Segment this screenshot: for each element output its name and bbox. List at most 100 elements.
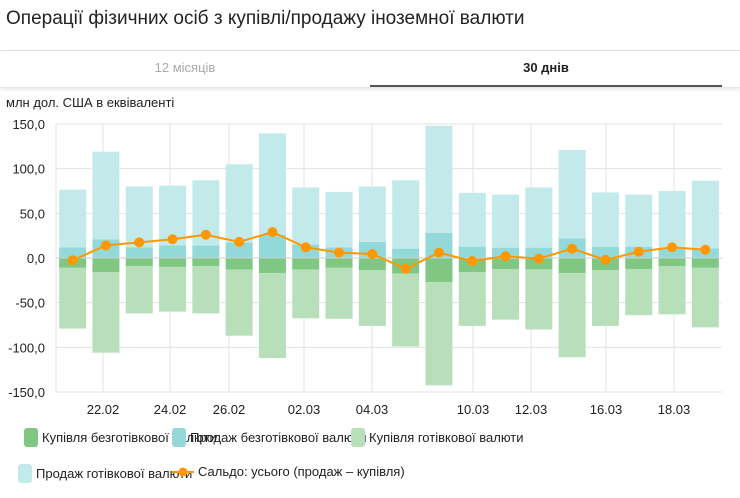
bar-purchase-cashless (159, 258, 187, 267)
tab-30-days[interactable]: 30 днів (370, 51, 722, 87)
bar-purchase-cash (492, 268, 520, 320)
bar-sale-cash (59, 189, 87, 248)
bar-purchase-cash (425, 282, 453, 386)
bar-sale-cash (492, 194, 520, 248)
bar-sale-cashless (658, 248, 686, 258)
bar-purchase-cash (225, 269, 253, 336)
bar-purchase-cashless (658, 258, 686, 267)
y-tick-label: -50,0 (15, 296, 45, 311)
bar-purchase-cash (125, 266, 153, 314)
y-tick-label: -100,0 (8, 340, 45, 355)
legend-label: Продаж готівкової валюти (36, 466, 193, 481)
bar-purchase-cashless (558, 258, 586, 274)
saldo-point (400, 263, 411, 274)
bar-purchase-cashless (625, 258, 653, 269)
x-tick-label: 18.03 (658, 402, 691, 417)
legend-item-sale-cashless[interactable]: Продаж безготівкової валюти (172, 428, 367, 447)
saldo-point (433, 247, 444, 258)
bar-purchase-cash (325, 267, 353, 319)
bar-sale-cash (125, 186, 153, 248)
bar-purchase-cash (525, 269, 553, 330)
bar-purchase-cashless (691, 258, 719, 268)
saldo-point (633, 246, 644, 257)
bar-sale-cash (425, 125, 453, 233)
page-title: Операції фізичних осіб з купівлі/продажу… (6, 8, 525, 29)
legend-item-purchase-cash[interactable]: Купівля готівкової валюти (351, 428, 524, 447)
bar-sale-cashless (225, 242, 253, 258)
x-tick-label: 04.03 (356, 402, 389, 417)
legend-label: Купівля готівкової валюти (369, 430, 524, 445)
bar-sale-cash (625, 194, 653, 247)
bar-sale-cashless (125, 247, 153, 258)
y-tick-label: 50,0 (20, 206, 45, 221)
bar-purchase-cashless (225, 258, 253, 270)
bar-sale-cash (658, 191, 686, 249)
bar-sale-cashless (159, 245, 187, 258)
legend-item-sale-cash[interactable]: Продаж готівкової валюти (18, 464, 192, 483)
x-tick-label: 10.03 (457, 402, 490, 417)
bar-sale-cash (558, 149, 586, 239)
saldo-point (200, 229, 211, 240)
bar-purchase-cash (92, 272, 120, 353)
bar-purchase-cash (691, 267, 719, 328)
legend-swatch (351, 428, 365, 447)
legend-swatch (172, 428, 186, 447)
saldo-point (67, 255, 78, 266)
saldo-point (567, 243, 578, 254)
legend-label: Сальдо: усього (продаж – купівля) (198, 464, 405, 479)
bar-purchase-cashless (358, 258, 386, 271)
y-axis-label: млн дол. США в еквіваленті (6, 95, 175, 110)
saldo-point (467, 256, 478, 267)
bar-purchase-cashless (292, 258, 320, 270)
x-tick-label: 02.03 (288, 402, 321, 417)
bar-purchase-cashless (92, 258, 120, 273)
bar-sale-cashless (591, 246, 619, 258)
saldo-point (334, 247, 345, 258)
saldo-point (500, 251, 511, 262)
bar-sale-cashless (458, 246, 486, 258)
tab-12-months[interactable]: 12 місяців (154, 60, 216, 75)
bar-sale-cash (591, 192, 619, 247)
saldo-point (234, 236, 245, 247)
saldo-point (600, 254, 611, 265)
bar-sale-cash (358, 186, 386, 242)
bar-sale-cash (458, 192, 486, 247)
bar-purchase-cash (192, 266, 220, 314)
saldo-point (100, 240, 111, 251)
bar-purchase-cash (625, 268, 653, 316)
y-tick-label: 150,0 (12, 117, 45, 132)
bar-sale-cashless (59, 247, 87, 258)
bar-purchase-cash (159, 266, 187, 312)
bar-sale-cashless (392, 248, 420, 258)
bar-purchase-cashless (125, 258, 153, 267)
x-tick-label: 24.02 (154, 402, 187, 417)
bar-purchase-cash (358, 270, 386, 326)
bar-purchase-cash (292, 269, 320, 319)
bar-sale-cash (258, 133, 286, 235)
bar-sale-cash (225, 164, 253, 243)
saldo-point (700, 244, 711, 255)
bar-purchase-cash (558, 273, 586, 358)
chart: 150,0 100,0 50,0 0,0 -50,0 -100,0 -150,0 22.02 2… (8, 117, 722, 417)
legend-item-saldo[interactable]: Сальдо: усього (продаж – купівля) (172, 464, 405, 479)
bar-sale-cash (691, 180, 719, 249)
legend-swatch (24, 428, 38, 447)
bar-sale-cash (292, 187, 320, 245)
saldo-point (300, 242, 311, 253)
bar-sale-cashless (192, 245, 220, 258)
bar-sale-cash (525, 187, 553, 248)
bar-sale-cash (325, 191, 353, 248)
saldo-point (267, 227, 278, 238)
bar-sale-cash (392, 180, 420, 249)
y-tick-label: 100,0 (12, 162, 45, 177)
bar-purchase-cashless (425, 258, 453, 283)
bar-purchase-cash (59, 267, 87, 329)
y-tick-label: 0,0 (27, 251, 45, 266)
saldo-point (167, 234, 178, 245)
saldo-point (367, 248, 378, 259)
bar-purchase-cashless (192, 258, 220, 267)
saldo-point (667, 242, 678, 253)
bar-purchase-cash (658, 266, 686, 315)
bar-purchase-cashless (258, 258, 286, 274)
saldo-point (533, 253, 544, 264)
